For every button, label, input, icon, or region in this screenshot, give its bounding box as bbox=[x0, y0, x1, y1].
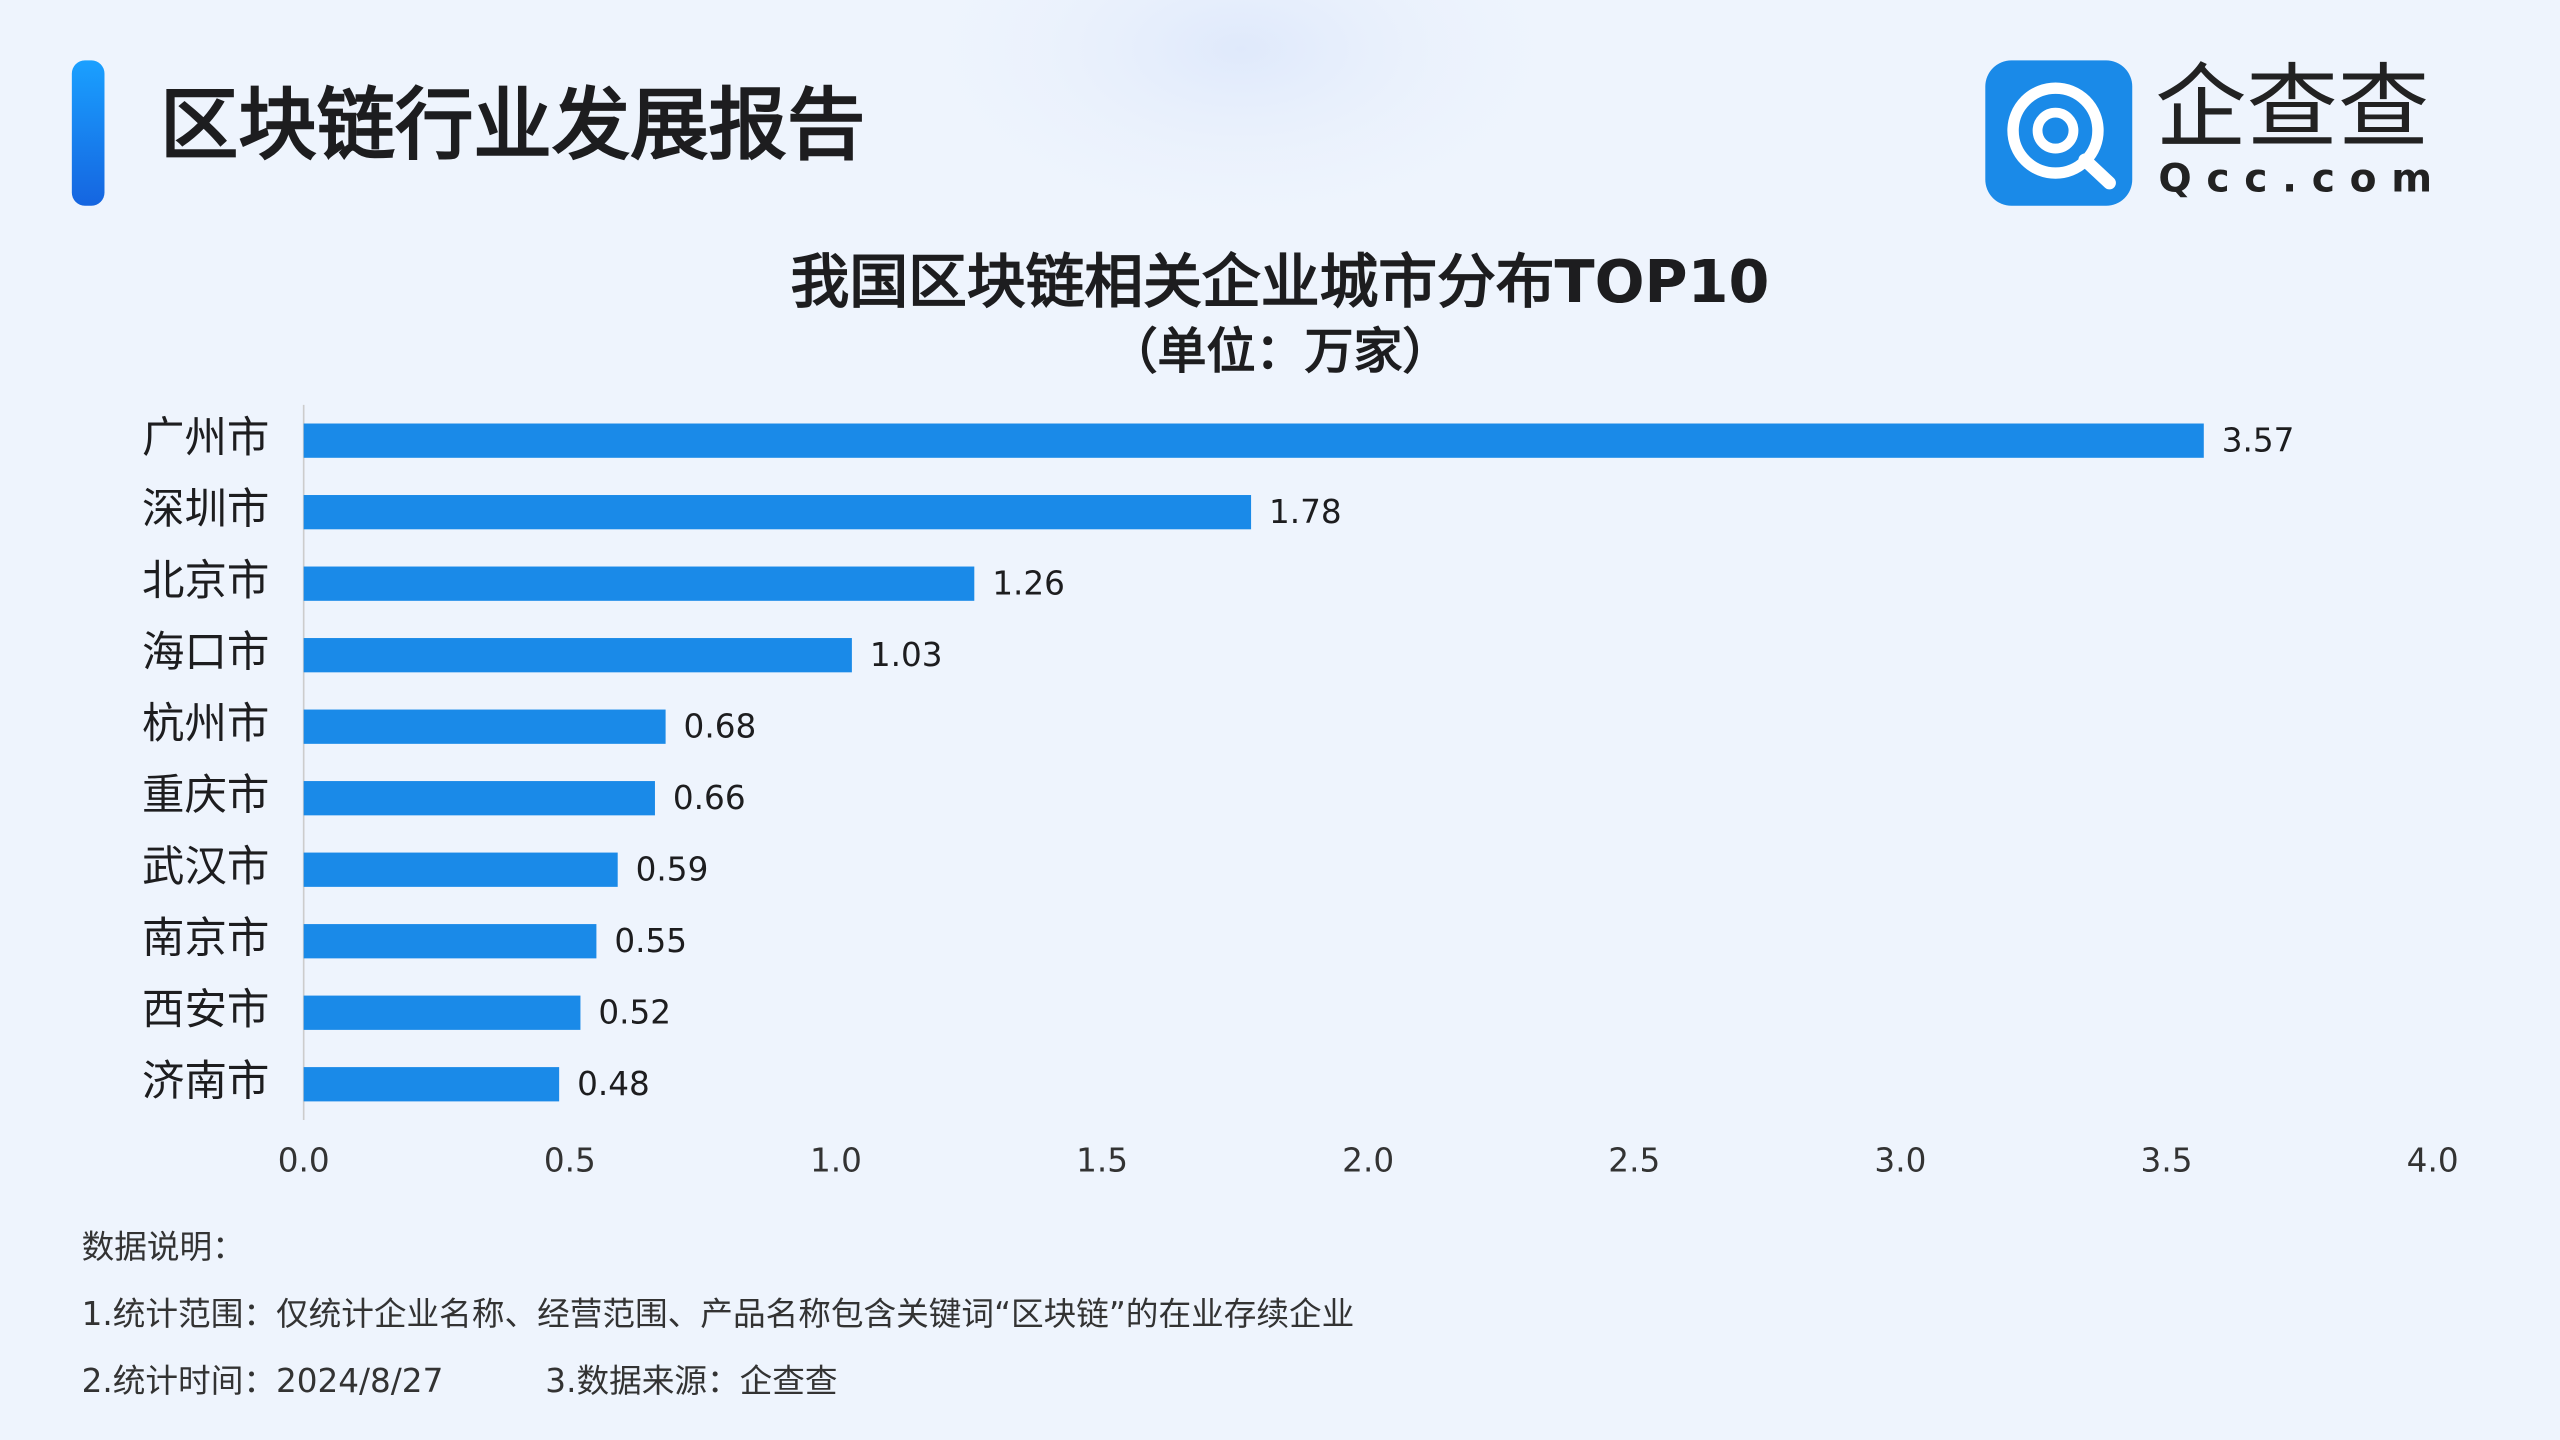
y-tick-label: 北京市 bbox=[142, 557, 269, 606]
value-label: 1.78 bbox=[1269, 493, 1342, 531]
bar bbox=[303, 781, 655, 816]
value-label: 0.68 bbox=[684, 707, 757, 745]
y-tick-label: 西安市 bbox=[142, 986, 269, 1035]
y-tick-label: 海口市 bbox=[142, 629, 269, 678]
x-tick-label: 0.0 bbox=[278, 1141, 330, 1179]
bar bbox=[303, 852, 618, 887]
value-label: 1.03 bbox=[870, 636, 943, 674]
x-tick-label: 0.5 bbox=[544, 1141, 596, 1179]
notes-scope: 1.统计范围：仅统计企业名称、经营范围、产品名称包含关键词“区块链”的在业存续企… bbox=[82, 1295, 1355, 1333]
notes-time: 2.统计时间：2024/8/27 bbox=[82, 1362, 444, 1400]
y-tick-label: 广州市 bbox=[142, 414, 269, 463]
x-tick-label: 2.0 bbox=[1342, 1141, 1394, 1179]
y-tick-label: 重庆市 bbox=[142, 772, 269, 821]
bar bbox=[303, 1067, 560, 1102]
x-tick-label: 4.0 bbox=[2407, 1141, 2459, 1179]
y-tick-label: 济南市 bbox=[142, 1058, 269, 1107]
value-label: 1.26 bbox=[992, 564, 1065, 602]
x-tick-label: 1.0 bbox=[810, 1141, 862, 1179]
y-tick-label: 深圳市 bbox=[142, 486, 269, 535]
value-label: 0.59 bbox=[636, 850, 709, 888]
background-glow bbox=[881, 0, 1600, 245]
chart-title: 我国区块链相关企业城市分布TOP10 bbox=[791, 247, 1770, 316]
value-label: 0.66 bbox=[673, 779, 746, 817]
notes-source: 3.数据来源：企查查 bbox=[545, 1362, 837, 1400]
x-tick-label: 1.5 bbox=[1076, 1141, 1128, 1179]
notes-heading: 数据说明： bbox=[82, 1228, 245, 1266]
x-tick-label: 3.0 bbox=[1874, 1141, 1926, 1179]
value-label: 3.57 bbox=[2222, 421, 2295, 459]
y-tick-label: 杭州市 bbox=[142, 700, 269, 749]
logo-handle bbox=[2078, 153, 2116, 190]
header-title: 区块链行业发展报告 bbox=[160, 80, 865, 171]
logo-core bbox=[2032, 107, 2079, 154]
bar bbox=[303, 495, 1252, 530]
value-label: 0.55 bbox=[614, 922, 687, 960]
bar bbox=[303, 709, 666, 744]
logo-ring bbox=[2007, 82, 2104, 179]
logo: 企查查 Qcc.com bbox=[1985, 54, 2446, 206]
logo-text: 企查查 bbox=[2155, 54, 2429, 161]
value-label: 0.48 bbox=[577, 1065, 650, 1103]
x-tick-label: 2.5 bbox=[1608, 1141, 1660, 1179]
value-label: 0.52 bbox=[598, 993, 671, 1031]
bar bbox=[303, 924, 597, 959]
x-tick-label: 3.5 bbox=[2141, 1141, 2193, 1179]
bar bbox=[303, 423, 2204, 458]
header-accent bbox=[71, 60, 105, 206]
chart-subtitle: （单位：万家） bbox=[1109, 323, 1452, 380]
y-tick-label: 武汉市 bbox=[142, 843, 269, 892]
y-tick-label: 南京市 bbox=[142, 915, 269, 964]
bar bbox=[303, 995, 581, 1030]
logo-domain: Qcc.com bbox=[2158, 157, 2446, 202]
bar bbox=[303, 566, 975, 601]
bar bbox=[303, 638, 852, 673]
